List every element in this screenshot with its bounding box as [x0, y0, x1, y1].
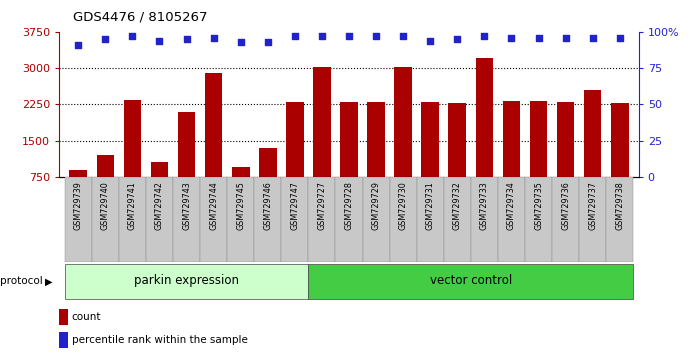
Bar	[227, 177, 254, 262]
Point	[316, 33, 327, 39]
Text: GSM729729: GSM729729	[371, 181, 380, 230]
Bar	[59, 332, 68, 348]
Point	[100, 36, 111, 42]
Point	[533, 35, 544, 40]
Text: GSM729738: GSM729738	[615, 181, 624, 230]
Bar	[367, 102, 385, 177]
Point	[614, 35, 625, 40]
Text: GSM729743: GSM729743	[182, 181, 191, 230]
Text: parkin expression: parkin expression	[134, 274, 239, 287]
Bar	[313, 67, 331, 177]
Text: GSM729741: GSM729741	[128, 181, 137, 230]
Bar	[119, 177, 146, 262]
Bar	[611, 103, 628, 177]
Text: GSM729746: GSM729746	[263, 181, 272, 230]
Text: GSM729742: GSM729742	[155, 181, 164, 230]
Bar	[205, 73, 223, 177]
Bar	[200, 177, 227, 262]
Point	[424, 38, 436, 44]
Bar	[475, 58, 493, 177]
Bar	[309, 264, 633, 299]
Bar	[471, 177, 498, 262]
Bar	[498, 177, 525, 262]
Text: GSM729747: GSM729747	[290, 181, 299, 230]
Bar	[444, 177, 471, 262]
Text: GDS4476 / 8105267: GDS4476 / 8105267	[73, 11, 208, 24]
Point	[181, 36, 192, 42]
Text: vector control: vector control	[430, 274, 512, 287]
Bar	[309, 177, 336, 262]
Bar	[449, 103, 466, 177]
Bar	[389, 177, 417, 262]
Bar	[552, 177, 579, 262]
Bar	[557, 102, 574, 177]
Bar	[178, 112, 195, 177]
Bar	[394, 67, 412, 177]
Text: GSM729745: GSM729745	[236, 181, 245, 230]
Bar	[417, 177, 444, 262]
Bar	[59, 309, 68, 325]
Bar	[281, 177, 309, 262]
Bar	[340, 102, 358, 177]
Text: GSM729744: GSM729744	[209, 181, 218, 230]
Bar	[151, 162, 168, 177]
Text: GSM729728: GSM729728	[345, 181, 353, 230]
Point	[154, 38, 165, 44]
Text: GSM729727: GSM729727	[318, 181, 327, 230]
Text: GSM729740: GSM729740	[101, 181, 110, 230]
Bar	[525, 177, 552, 262]
Text: GSM729731: GSM729731	[426, 181, 435, 230]
Text: GSM729737: GSM729737	[588, 181, 597, 230]
Bar	[70, 170, 87, 177]
Point	[506, 35, 517, 40]
Point	[587, 35, 598, 40]
Bar	[146, 177, 173, 262]
Text: GSM729733: GSM729733	[480, 181, 489, 230]
Text: percentile rank within the sample: percentile rank within the sample	[71, 335, 247, 346]
Point	[371, 33, 382, 39]
Bar	[232, 167, 249, 177]
Point	[452, 36, 463, 42]
Text: GSM729736: GSM729736	[561, 181, 570, 230]
Text: ▶: ▶	[45, 276, 52, 286]
Bar	[530, 101, 547, 177]
Point	[343, 33, 355, 39]
Text: protocol: protocol	[0, 276, 43, 286]
Point	[398, 33, 409, 39]
Point	[289, 33, 300, 39]
Bar	[422, 102, 439, 177]
Bar	[254, 177, 281, 262]
Bar	[65, 264, 309, 299]
Bar	[124, 99, 141, 177]
Bar	[65, 177, 92, 262]
Point	[73, 42, 84, 48]
Bar	[259, 148, 276, 177]
Bar	[362, 177, 389, 262]
Bar	[336, 177, 362, 262]
Point	[262, 39, 274, 45]
Text: GSM729730: GSM729730	[399, 181, 408, 230]
Bar	[173, 177, 200, 262]
Text: count: count	[71, 312, 101, 322]
Point	[560, 35, 571, 40]
Bar	[96, 155, 114, 177]
Text: GSM729735: GSM729735	[534, 181, 543, 230]
Point	[127, 33, 138, 39]
Bar	[579, 177, 606, 262]
Text: GSM729734: GSM729734	[507, 181, 516, 230]
Bar	[286, 102, 304, 177]
Text: GSM729739: GSM729739	[74, 181, 83, 230]
Point	[479, 33, 490, 39]
Text: GSM729732: GSM729732	[453, 181, 462, 230]
Bar	[584, 90, 602, 177]
Point	[235, 39, 246, 45]
Point	[208, 35, 219, 40]
Bar	[503, 101, 520, 177]
Bar	[606, 177, 633, 262]
Bar	[92, 177, 119, 262]
